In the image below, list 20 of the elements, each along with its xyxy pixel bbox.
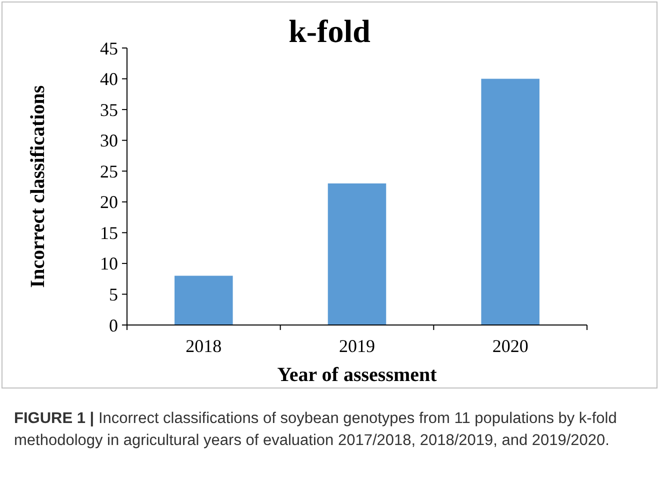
y-tick-label: 20 bbox=[100, 192, 118, 212]
y-tick-label: 30 bbox=[100, 130, 118, 151]
caption: FIGURE 1 | Incorrect classifications of soybean genotypes from 11 populations by k-fold methodology in agricultural years of evaluation 2017/2018, 2018/2019, and 2019/2020. bbox=[14, 409, 618, 451]
y-axis-title: Incorrect classifications bbox=[27, 85, 49, 288]
x-tick-label: 2019 bbox=[339, 336, 375, 356]
chart-title: k-fold bbox=[288, 13, 371, 49]
y-tick-label: 0 bbox=[109, 315, 118, 336]
y-tick-label: 40 bbox=[100, 69, 118, 90]
x-tick-label: 2020 bbox=[492, 336, 528, 356]
y-tick-label: 10 bbox=[100, 254, 118, 274]
y-tick-label: 5 bbox=[109, 284, 118, 305]
x-tick-label: 2018 bbox=[186, 336, 222, 356]
bar bbox=[481, 78, 540, 325]
x-axis-title: Year of assessment bbox=[277, 364, 438, 386]
y-tick-label: 25 bbox=[100, 161, 118, 182]
y-tick-label: 45 bbox=[100, 38, 118, 58]
bar bbox=[328, 183, 386, 325]
bar bbox=[174, 276, 233, 325]
y-tick-label: 35 bbox=[100, 100, 118, 120]
y-tick-label: 15 bbox=[100, 222, 118, 243]
